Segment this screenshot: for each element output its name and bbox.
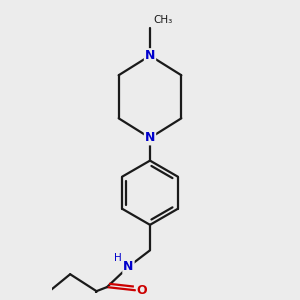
Text: N: N	[145, 49, 155, 62]
Text: O: O	[137, 284, 148, 297]
Text: N: N	[123, 260, 134, 273]
Text: CH₃: CH₃	[153, 15, 172, 25]
Text: N: N	[145, 131, 155, 144]
Text: H: H	[114, 253, 122, 263]
